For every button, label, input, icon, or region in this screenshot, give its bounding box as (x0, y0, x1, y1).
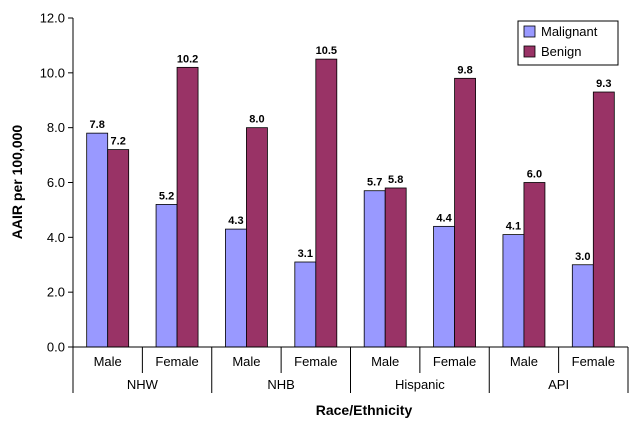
x-category-label: Male (510, 354, 538, 369)
data-label-malignant: 4.4 (436, 212, 452, 224)
legend-swatch-malignant (523, 25, 536, 38)
bar-malignant (433, 225, 455, 348)
bar-malignant (225, 228, 247, 348)
data-label-malignant: 5.2 (159, 190, 174, 202)
x-category-label: Female (433, 354, 476, 369)
data-label-benign: 7.2 (111, 136, 126, 148)
bar-benign (454, 77, 476, 348)
data-label-benign: 9.8 (457, 64, 472, 76)
x-category-label: Male (371, 354, 399, 369)
x-axis-title: Race/Ethnicity (316, 402, 413, 418)
bar-benign (592, 91, 615, 348)
x-group-label: Hispanic (395, 377, 445, 392)
y-tick-label: 10.0 (40, 65, 65, 80)
x-category-label: Female (155, 354, 198, 369)
bar-malignant (294, 261, 317, 348)
data-label-benign: 8.0 (249, 114, 264, 126)
bar-malignant (571, 264, 594, 348)
bar-benign (107, 149, 130, 348)
x-axis-groups: NHW NHB Hispanic API (127, 377, 569, 392)
data-labels: 7.8 7.2 5.2 10.2 4.3 8.0 3.1 10.5 5.7 5.8 4.4 9.8 4.… (90, 45, 612, 263)
data-label-malignant: 4.1 (506, 221, 521, 233)
bar-malignant (155, 204, 178, 348)
y-tick-label: 8.0 (47, 120, 65, 135)
bar-malignant (363, 190, 386, 348)
x-category-label: Male (94, 354, 122, 369)
bar-benign (523, 182, 546, 348)
legend-label-malignant: Malignant (541, 24, 598, 39)
bar-malignant (502, 234, 525, 348)
bars (86, 58, 615, 348)
data-label-malignant: 3.0 (575, 251, 590, 263)
data-label-malignant: 4.3 (228, 215, 243, 227)
y-tick-label: 12.0 (40, 11, 65, 26)
legend-swatch-benign (523, 45, 536, 58)
legend: Malignant Benign (517, 20, 619, 66)
y-tick-label: 4.0 (47, 230, 65, 245)
data-label-malignant: 5.7 (367, 177, 382, 189)
x-group-label: NHW (127, 377, 159, 392)
bar-benign (246, 127, 268, 348)
x-group-label: NHB (267, 377, 294, 392)
bar-benign (176, 66, 199, 348)
y-tick-label: 6.0 (47, 175, 65, 190)
x-axis-categories: Male Female Male Female Male Female Male Female (72, 347, 629, 393)
bar-benign (315, 58, 338, 348)
data-label-benign: 10.2 (177, 53, 198, 65)
y-axis-title: AAIR per 100,000 (9, 125, 25, 240)
data-label-benign: 5.8 (388, 174, 403, 186)
x-category-label: Female (294, 354, 337, 369)
bar-benign (384, 187, 407, 348)
x-category-label: Female (572, 354, 615, 369)
data-label-benign: 10.5 (316, 45, 337, 57)
y-tick-label: 0.0 (47, 340, 65, 355)
x-category-label: Male (232, 354, 260, 369)
data-label-benign: 6.0 (527, 169, 542, 181)
data-label-benign: 9.3 (596, 78, 611, 90)
x-group-label: API (548, 377, 569, 392)
y-axis-ticks: 0.0 2.0 4.0 6.0 8.0 10.0 12.0 (40, 11, 73, 355)
data-label-malignant: 3.1 (298, 248, 313, 260)
data-label-malignant: 7.8 (90, 119, 105, 131)
y-tick-label: 2.0 (47, 285, 65, 300)
bar-malignant (86, 132, 109, 348)
legend-label-benign: Benign (541, 44, 581, 59)
